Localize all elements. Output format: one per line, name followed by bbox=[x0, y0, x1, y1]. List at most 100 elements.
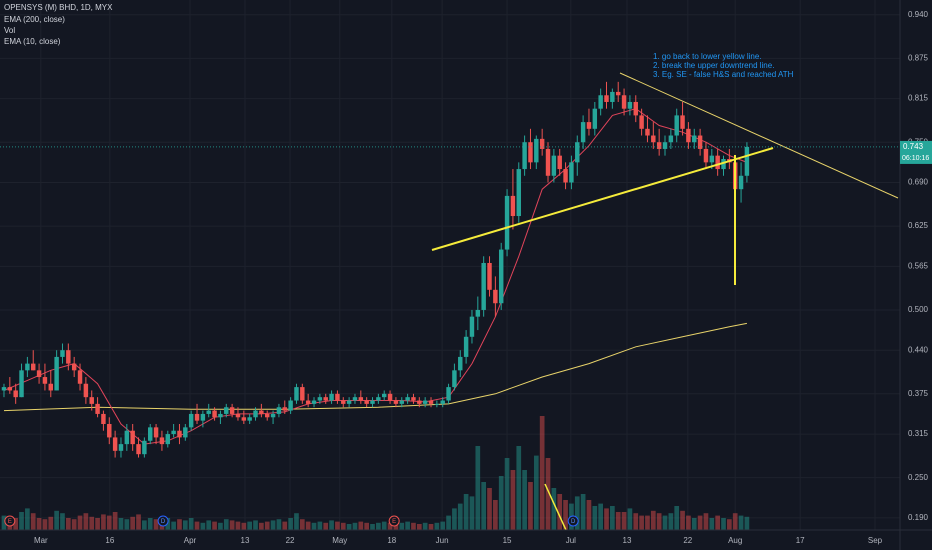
candle-body bbox=[25, 363, 30, 371]
volume-bar bbox=[1, 515, 7, 530]
candle-body bbox=[615, 91, 621, 96]
volume-bar bbox=[580, 494, 586, 530]
candle-body bbox=[575, 142, 580, 163]
volume-bar bbox=[106, 515, 112, 530]
volume-bar bbox=[592, 506, 598, 530]
volume-bar bbox=[680, 510, 685, 530]
volume-bar bbox=[36, 518, 42, 530]
volume-bar bbox=[610, 506, 615, 530]
candle-body bbox=[551, 155, 557, 176]
candle-body bbox=[686, 128, 691, 143]
y-tick-label: 0.375 bbox=[908, 389, 929, 398]
event-label: D bbox=[161, 519, 166, 525]
candle-body bbox=[534, 138, 539, 163]
candle-body bbox=[656, 142, 662, 149]
volume-bar bbox=[13, 518, 19, 530]
candle-body bbox=[393, 400, 399, 404]
volume-bar bbox=[124, 519, 130, 530]
volume-bar bbox=[165, 518, 171, 530]
volume-bar bbox=[305, 521, 311, 530]
volume-bar bbox=[668, 513, 674, 530]
volume-bar bbox=[147, 518, 153, 530]
candle-body bbox=[107, 424, 112, 438]
candle-body bbox=[703, 148, 709, 163]
volume-bar bbox=[212, 521, 217, 530]
candle-body bbox=[329, 393, 334, 401]
candle-body bbox=[212, 410, 217, 418]
candle-body bbox=[381, 393, 387, 398]
candle-body bbox=[639, 115, 644, 129]
x-tick-label: Aug bbox=[728, 536, 742, 545]
volume-bar bbox=[738, 515, 744, 530]
candle-body bbox=[288, 400, 293, 411]
volume-bar bbox=[118, 518, 124, 530]
volume-bar bbox=[516, 446, 522, 530]
y-tick-label: 0.875 bbox=[908, 53, 929, 62]
candle-body bbox=[522, 142, 527, 170]
volume-bar bbox=[130, 516, 136, 530]
candle-body bbox=[19, 370, 24, 398]
volume-bar bbox=[25, 508, 30, 530]
volume-bar bbox=[691, 518, 697, 530]
volume-bar bbox=[112, 512, 118, 530]
candle-body bbox=[580, 122, 586, 143]
volume-bar bbox=[615, 512, 621, 530]
volume-bar bbox=[194, 521, 200, 530]
candle-body bbox=[422, 400, 428, 404]
volume-bar bbox=[510, 470, 516, 530]
candle-body bbox=[36, 370, 42, 378]
candle-body bbox=[405, 397, 410, 401]
volume-bar bbox=[621, 512, 627, 530]
x-tick-label: 16 bbox=[105, 536, 114, 545]
candle-body bbox=[598, 95, 603, 109]
candle-body bbox=[610, 91, 615, 102]
candle-body bbox=[200, 413, 206, 421]
candle-body bbox=[744, 146, 750, 176]
countdown: 06:10:16 bbox=[902, 155, 929, 162]
y-tick-label: 0.815 bbox=[908, 94, 929, 103]
x-tick-label: Sep bbox=[868, 536, 883, 545]
volume-bar bbox=[481, 482, 487, 530]
candles bbox=[1, 81, 750, 458]
event-marker bbox=[157, 515, 169, 527]
volume-bar bbox=[545, 458, 551, 530]
candle-body bbox=[621, 95, 627, 109]
y-tick-label: 0.440 bbox=[908, 345, 929, 354]
x-tick-label: 18 bbox=[387, 536, 396, 545]
volume-bar bbox=[463, 494, 469, 530]
volume-bar bbox=[65, 518, 71, 530]
event-label: D bbox=[571, 519, 576, 525]
candle-body bbox=[66, 350, 71, 364]
volume-bar bbox=[504, 458, 510, 530]
candle-body bbox=[83, 383, 89, 398]
candle-body bbox=[183, 427, 188, 438]
volume-bar bbox=[604, 508, 609, 530]
volume-bar bbox=[276, 519, 282, 530]
candle-body bbox=[680, 115, 685, 129]
candle-body bbox=[323, 397, 328, 401]
candle-body bbox=[539, 138, 545, 149]
event-label: E bbox=[8, 519, 12, 525]
event-marker bbox=[567, 515, 579, 527]
candle-body bbox=[440, 400, 445, 404]
axes: 0.9400.8750.8150.7500.6900.6250.5650.500… bbox=[0, 10, 932, 545]
candle-body bbox=[235, 413, 241, 418]
volume-bar bbox=[317, 521, 323, 530]
y-tick-label: 0.690 bbox=[908, 178, 929, 187]
y-tick-label: 0.500 bbox=[908, 305, 929, 314]
candle-body bbox=[241, 417, 247, 421]
volume-bar bbox=[188, 518, 194, 530]
volume-bar bbox=[142, 520, 147, 530]
volume-bar bbox=[411, 522, 416, 530]
volume-bar bbox=[493, 500, 498, 530]
candle-body bbox=[738, 175, 744, 190]
volume-bar bbox=[19, 512, 24, 530]
volume-bar bbox=[288, 518, 293, 530]
volume-bar bbox=[586, 500, 592, 530]
volume-bar bbox=[557, 494, 563, 530]
candle-body bbox=[528, 142, 533, 163]
candle-body bbox=[463, 336, 469, 357]
candle-body bbox=[1, 387, 7, 391]
volume-bar bbox=[247, 521, 253, 530]
volume-bar bbox=[551, 488, 557, 530]
